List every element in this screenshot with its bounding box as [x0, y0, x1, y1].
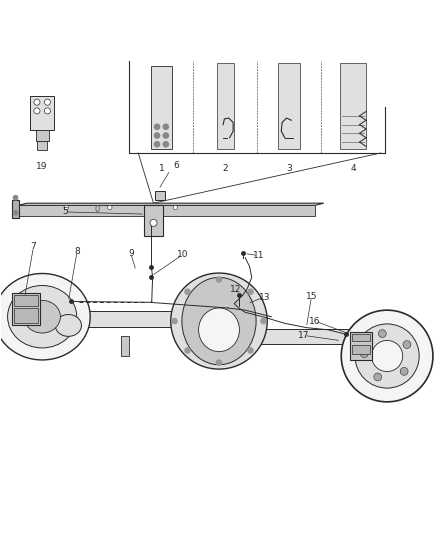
Ellipse shape [182, 277, 256, 365]
Circle shape [163, 133, 168, 138]
Ellipse shape [355, 324, 419, 388]
Circle shape [163, 142, 168, 147]
Circle shape [261, 318, 266, 324]
Text: 15: 15 [306, 292, 317, 301]
Circle shape [400, 367, 408, 375]
Polygon shape [18, 203, 324, 205]
Circle shape [403, 341, 411, 349]
Ellipse shape [198, 308, 240, 352]
Bar [22, 311, 184, 327]
Bar [340, 63, 366, 149]
Text: 8: 8 [74, 247, 80, 256]
Circle shape [216, 360, 222, 365]
Circle shape [108, 205, 112, 210]
Bar [35, 130, 49, 141]
Text: 10: 10 [177, 250, 189, 259]
Circle shape [173, 205, 177, 210]
Circle shape [216, 277, 222, 282]
Text: 7: 7 [31, 243, 36, 252]
Bar [121, 336, 130, 356]
Text: 9: 9 [128, 249, 134, 258]
Bar [151, 66, 172, 149]
Text: 6: 6 [173, 161, 179, 170]
Text: 5: 5 [62, 207, 68, 216]
Circle shape [374, 373, 381, 381]
Bar [350, 332, 372, 360]
Circle shape [378, 329, 386, 337]
Ellipse shape [24, 301, 60, 333]
Ellipse shape [341, 310, 433, 402]
Circle shape [64, 205, 68, 210]
Text: 11: 11 [253, 251, 264, 260]
Circle shape [185, 289, 190, 294]
Circle shape [172, 318, 177, 324]
Text: 4: 4 [350, 164, 356, 173]
Text: 2: 2 [223, 164, 228, 173]
Bar [352, 334, 370, 341]
Bar [216, 63, 234, 149]
Circle shape [360, 350, 368, 358]
Circle shape [163, 124, 168, 130]
Circle shape [13, 196, 18, 200]
Text: 0: 0 [94, 205, 99, 214]
Circle shape [155, 142, 160, 147]
Circle shape [185, 348, 190, 353]
Text: 16: 16 [309, 317, 321, 326]
Polygon shape [18, 205, 315, 216]
Circle shape [44, 108, 50, 114]
Bar [30, 96, 54, 130]
Bar [241, 329, 359, 344]
Ellipse shape [7, 286, 77, 348]
Circle shape [44, 99, 50, 105]
Text: 19: 19 [36, 161, 48, 171]
Circle shape [155, 133, 160, 138]
Text: 1: 1 [159, 164, 164, 173]
Bar [155, 190, 165, 200]
Circle shape [248, 289, 253, 294]
Bar [14, 295, 38, 306]
Ellipse shape [171, 273, 267, 369]
Bar [37, 141, 47, 150]
Bar [12, 200, 19, 219]
Text: 17: 17 [298, 331, 310, 340]
Ellipse shape [0, 273, 90, 360]
Bar [14, 308, 38, 323]
Circle shape [248, 348, 253, 353]
Bar [144, 205, 163, 236]
Bar [278, 63, 300, 149]
Text: 12: 12 [230, 285, 241, 294]
Circle shape [13, 211, 18, 215]
Ellipse shape [55, 314, 81, 336]
Bar [12, 293, 40, 326]
Bar [352, 345, 370, 354]
Ellipse shape [371, 341, 403, 372]
Circle shape [155, 124, 160, 130]
Circle shape [34, 99, 40, 105]
Text: 13: 13 [259, 293, 270, 302]
Circle shape [34, 108, 40, 114]
Circle shape [150, 220, 157, 227]
Text: 3: 3 [286, 164, 292, 173]
